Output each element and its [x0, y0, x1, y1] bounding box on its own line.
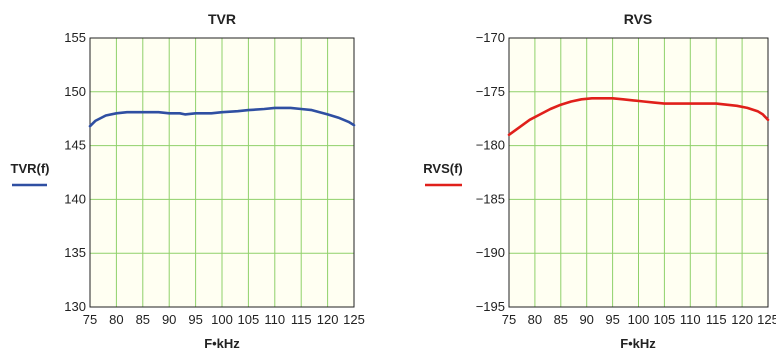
tvr-ytick-label: 150	[64, 84, 86, 99]
tvr-xtick-label: 100	[211, 312, 233, 327]
rvs-plot-frame	[508, 37, 769, 308]
tvr-series-line	[88, 106, 356, 128]
rvs-xtick-label: 100	[628, 312, 650, 327]
rvs-x-axis-label: F•kHz	[620, 336, 656, 351]
rvs-xtick-label: 115	[706, 312, 727, 327]
tvr-chart: 130 135 140 145 150 155 75 80 85 90 95 100 105 110 115…	[11, 11, 365, 351]
rvs-ytick-label: −180	[476, 138, 505, 153]
tvr-xtick-label: 80	[109, 312, 123, 327]
tvr-xtick-label: 90	[162, 312, 176, 327]
tvr-xtick-label: 110	[264, 312, 285, 327]
tvr-xtick-label: 95	[188, 312, 202, 327]
tvr-xtick-label: 115	[291, 312, 312, 327]
tvr-xtick-label: 125	[343, 312, 365, 327]
tvr-xtick-label: 85	[136, 312, 150, 327]
tvr-ytick-label: 155	[64, 30, 86, 45]
tvr-x-axis-label: F•kHz	[204, 336, 240, 351]
rvs-chart-title: RVS	[624, 11, 653, 27]
rvs-ytick-label: −190	[476, 245, 505, 260]
rvs-ytick-label: −195	[476, 299, 505, 314]
rvs-xtick-label: 125	[757, 312, 776, 327]
tvr-legend-label: TVR(f)	[11, 161, 50, 176]
tvr-xtick-label: 75	[83, 312, 97, 327]
tvr-ytick-label: 135	[64, 245, 86, 260]
rvs-ytick-label: −170	[476, 30, 505, 45]
rvs-ytick-label: −185	[476, 191, 505, 206]
rvs-xtick-label: 95	[605, 312, 619, 327]
rvs-legend-label: RVS(f)	[423, 161, 462, 176]
rvs-xtick-label: 90	[579, 312, 593, 327]
rvs-xtick-label: 75	[502, 312, 516, 327]
rvs-ytick-label: −175	[476, 84, 505, 99]
tvr-plot-frame	[89, 37, 355, 308]
rvs-xtick-label: 80	[528, 312, 542, 327]
rvs-xtick-label: 110	[680, 312, 701, 327]
rvs-xtick-label: 120	[731, 312, 753, 327]
tvr-xtick-label: 105	[238, 312, 260, 327]
rvs-series-line	[507, 97, 770, 137]
tvr-ytick-label: 140	[64, 191, 86, 206]
tvr-xtick-label: 120	[317, 312, 339, 327]
tvr-ytick-label: 145	[64, 138, 86, 153]
rvs-xtick-label: 105	[654, 312, 676, 327]
rvs-xtick-label: 85	[554, 312, 568, 327]
tvr-ytick-label: 130	[64, 299, 86, 314]
tvr-chart-title: TVR	[208, 11, 236, 27]
